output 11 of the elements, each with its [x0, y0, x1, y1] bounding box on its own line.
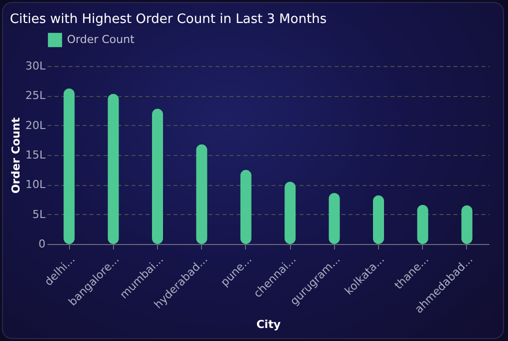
y-tick-label: 25L	[25, 89, 46, 102]
legend-label: Order Count	[67, 33, 136, 46]
y-tick-label: 5L	[32, 208, 46, 221]
y-tick-label: 30L	[25, 60, 46, 72]
y-tick-label: 15L	[25, 148, 46, 162]
chart-title: Cities with Highest Order Count in Last 3 Months	[10, 12, 327, 27]
y-axis-title: Order Count	[9, 118, 22, 194]
y-tick-label: 20L	[25, 118, 46, 132]
y-tick-label: 0	[38, 238, 46, 250]
x-axis-title: City	[256, 318, 281, 332]
y-tick-label: 10L	[25, 178, 46, 192]
